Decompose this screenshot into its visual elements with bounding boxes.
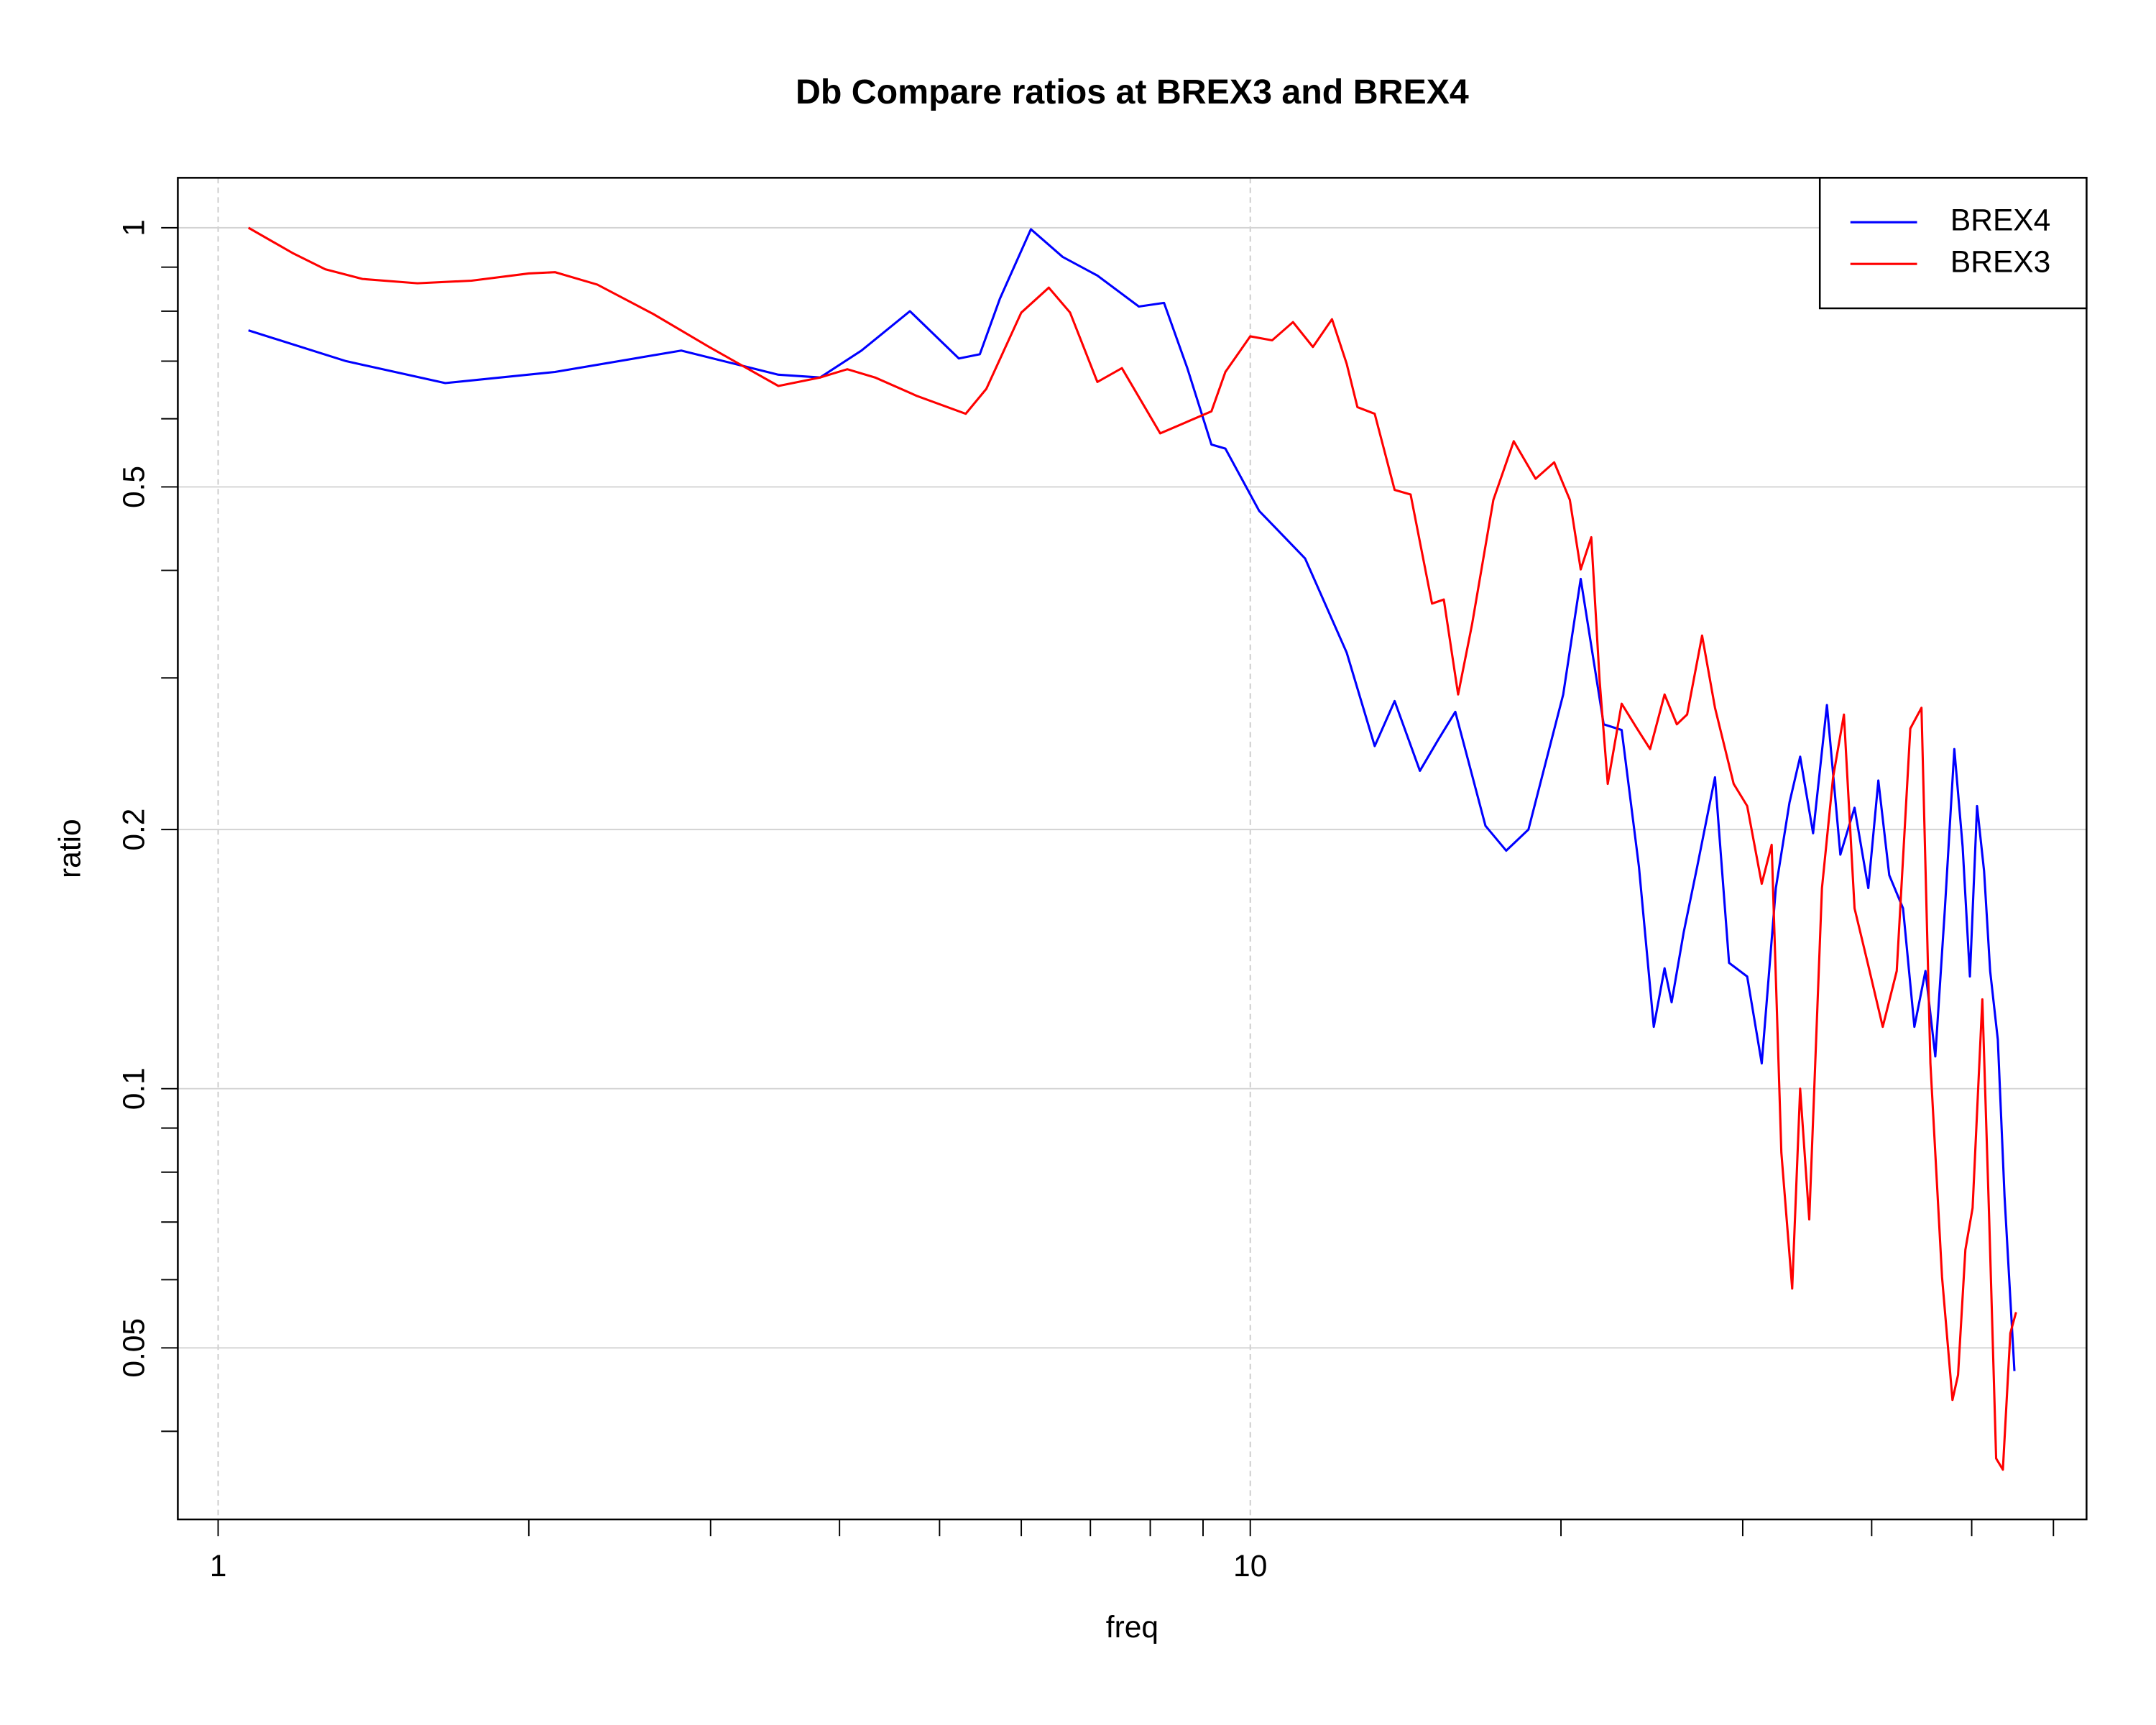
legend-label: BREX4: [1950, 203, 2050, 237]
y-tick-label: 0.05: [118, 1318, 152, 1378]
x-axis-label: freq: [1106, 1611, 1158, 1644]
plot-frame: [177, 177, 2088, 1521]
y-tick-label: 1: [118, 219, 152, 236]
x-tick-label: 1: [210, 1550, 227, 1583]
legend-box: [1818, 177, 2088, 310]
legend-label: BREX3: [1950, 245, 2050, 279]
series-line: [247, 226, 2017, 1471]
chart-title: Db Compare ratios at BREX3 and BREX4: [796, 73, 1469, 111]
y-tick-label: 0.2: [118, 809, 152, 851]
y-axis-label: ratio: [54, 819, 88, 878]
y-tick-label: 0.5: [118, 466, 152, 508]
plot-area: [247, 226, 2017, 1471]
x-tick-label: 10: [1233, 1550, 1267, 1583]
series-line: [248, 228, 2016, 1371]
y-tick-label: 0.1: [118, 1067, 152, 1110]
